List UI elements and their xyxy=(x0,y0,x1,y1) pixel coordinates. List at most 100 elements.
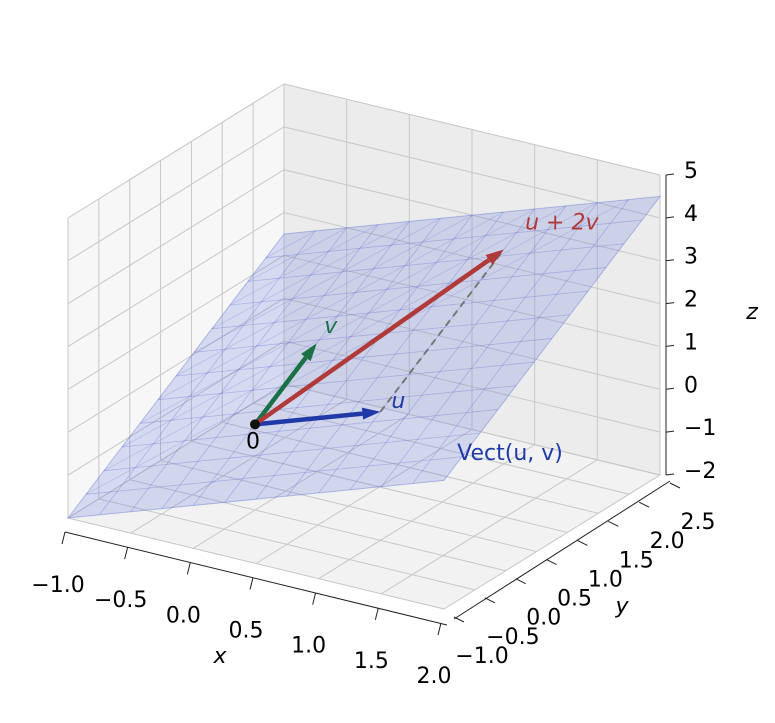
x-axis-label: x xyxy=(212,644,227,669)
grid-line xyxy=(283,254,661,347)
vector-shaft xyxy=(253,258,491,427)
tick-mark xyxy=(665,216,675,219)
vector-label: u xyxy=(391,389,405,414)
tick-mark xyxy=(669,482,681,489)
grid-line xyxy=(67,383,285,519)
grid-line xyxy=(283,212,661,305)
tick-mark xyxy=(665,173,675,176)
plane-mesh xyxy=(229,267,607,306)
tick-mark xyxy=(665,387,675,390)
z-tick-label: 4 xyxy=(684,202,698,227)
z-axis-label: z xyxy=(745,300,758,325)
plane-mesh xyxy=(265,219,643,259)
z-tick-label: 3 xyxy=(684,245,698,270)
y-tick-label: 1.5 xyxy=(619,548,654,573)
z-tick-label: −2 xyxy=(684,459,716,484)
x-tick-label: 0.5 xyxy=(229,619,264,644)
grid-line xyxy=(67,517,445,610)
plane-mesh xyxy=(121,205,567,448)
y-tick-label: 2.5 xyxy=(681,510,716,535)
grid-line xyxy=(67,297,285,433)
tick-mark xyxy=(374,607,379,620)
plane-mesh xyxy=(211,290,589,330)
plane-mesh xyxy=(103,202,598,472)
grid-line xyxy=(129,479,506,572)
grid-line xyxy=(283,126,661,219)
y-tick-label: −0.5 xyxy=(486,625,539,650)
plane-mesh xyxy=(85,456,463,495)
vectors xyxy=(250,248,505,430)
plane-mesh xyxy=(265,230,316,259)
grid-line xyxy=(98,498,475,591)
y-tick-label: 2.0 xyxy=(650,529,685,554)
plane-mesh xyxy=(157,211,504,401)
plane-mesh xyxy=(130,227,347,512)
y-axis-line xyxy=(453,480,671,620)
plane-mesh xyxy=(247,243,625,282)
plane-mesh xyxy=(157,361,535,401)
plane xyxy=(66,195,662,519)
tick-mark xyxy=(638,501,650,508)
plane-mesh xyxy=(211,221,410,330)
grid-line xyxy=(193,413,410,549)
y-tick-label: −1.0 xyxy=(455,644,508,669)
vector-shaft xyxy=(254,411,363,427)
x-axis-line xyxy=(64,531,448,626)
z-tick-label: 2 xyxy=(684,288,698,313)
tick-mark xyxy=(312,592,317,605)
plane-mesh xyxy=(175,214,473,377)
tick-mark xyxy=(665,473,675,476)
tick-mark xyxy=(546,559,557,566)
y-tick-label: 1.0 xyxy=(588,567,623,592)
plane-mesh xyxy=(247,227,347,282)
x-tick-label: −0.5 xyxy=(94,588,147,613)
vector-head xyxy=(485,249,504,265)
x-tick-label: 1.5 xyxy=(354,649,389,674)
origin-point xyxy=(250,419,261,430)
grid-line xyxy=(67,255,285,390)
plane-mesh xyxy=(193,217,441,353)
tick-mark xyxy=(124,547,129,560)
tick-mark xyxy=(437,622,442,636)
tick-mark xyxy=(665,344,675,347)
y-axis-label: y xyxy=(614,594,629,619)
z-tick-label: 1 xyxy=(684,330,698,355)
grid-line xyxy=(222,421,599,514)
vector-label: u + 2v xyxy=(525,211,599,236)
vector-head xyxy=(301,343,317,362)
grid-line xyxy=(381,459,598,595)
plane-mesh xyxy=(349,205,567,491)
z-tick-label: 5 xyxy=(684,159,698,184)
grid-line xyxy=(283,169,661,262)
grid-line xyxy=(283,340,661,433)
grid-line xyxy=(67,126,285,262)
dashed-guide xyxy=(379,248,505,413)
panes xyxy=(61,83,681,636)
grid-line xyxy=(283,383,661,476)
tick-mark xyxy=(249,577,254,590)
grid-line xyxy=(67,212,285,347)
grid-line xyxy=(130,398,347,534)
plane-mesh xyxy=(412,199,629,484)
plane-mesh xyxy=(229,224,379,306)
tick-mark xyxy=(515,578,526,585)
vector-shaft xyxy=(253,356,308,426)
grid-line xyxy=(283,83,661,176)
grid-line xyxy=(283,297,661,390)
plane-mesh xyxy=(99,230,316,516)
plane-mesh xyxy=(85,199,629,495)
plane-mesh xyxy=(175,338,553,377)
plane-mesh xyxy=(224,218,441,503)
plane-mesh xyxy=(255,214,473,500)
grid-line xyxy=(318,444,535,580)
origin-label: 0 xyxy=(246,429,260,454)
x-tick-label: 2.0 xyxy=(417,664,452,689)
grid-line xyxy=(443,474,661,610)
grid-line xyxy=(67,169,285,305)
x-tick-label: −1.0 xyxy=(31,573,84,598)
grid-line xyxy=(191,440,568,533)
plane-mesh xyxy=(139,208,535,424)
grid-line xyxy=(160,460,537,553)
tick-mark xyxy=(608,520,619,527)
